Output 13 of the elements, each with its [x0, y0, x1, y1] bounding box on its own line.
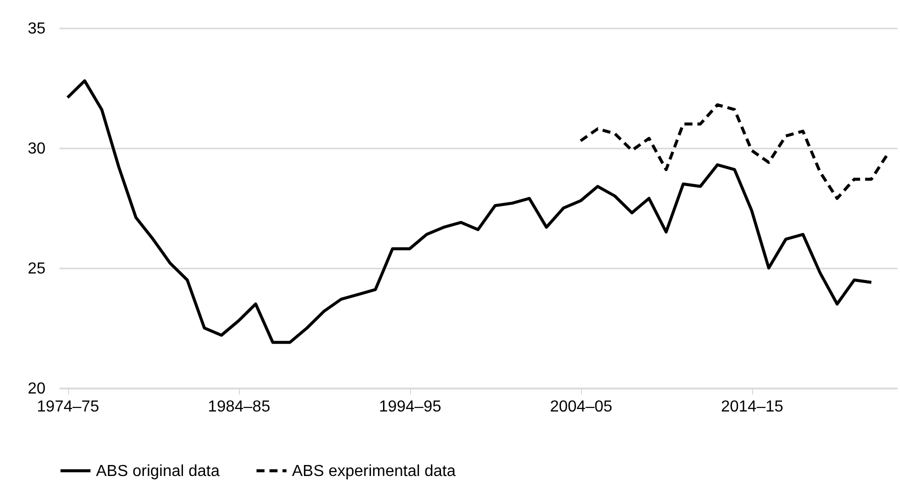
x-tick-label: 1974–75 [36, 398, 100, 416]
x-tick-label: 2014–15 [720, 398, 784, 416]
y-tick-label: 30 [28, 140, 46, 158]
x-tick-label: 1984–85 [208, 398, 270, 416]
legend-label: ABS original data [96, 462, 220, 480]
y-tick-label: 35 [28, 20, 46, 38]
x-tick-label: 1994–95 [378, 398, 442, 416]
line-series [579, 103, 890, 200]
line-series [66, 79, 873, 344]
y-tick-label: 20 [28, 380, 46, 398]
x-tick-label: 2004–05 [550, 398, 612, 416]
y-tick-label: 25 [28, 260, 46, 278]
legend-label: ABS experimental data [292, 462, 456, 480]
